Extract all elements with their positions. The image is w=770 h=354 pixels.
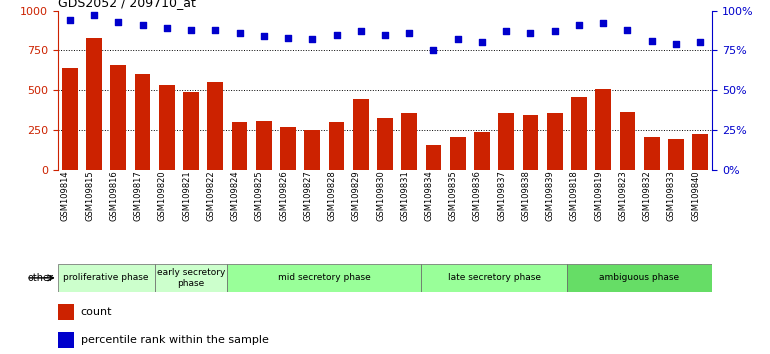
Point: [573, 22, 585, 28]
Bar: [567, 264, 712, 292]
Bar: [353, 99, 369, 170]
Point: [136, 22, 149, 28]
Point: [500, 28, 512, 34]
Point: [64, 17, 76, 23]
Text: GSM109814: GSM109814: [61, 170, 70, 221]
Bar: [426, 145, 441, 170]
Text: GSM109824: GSM109824: [230, 170, 239, 221]
Bar: [58, 332, 74, 348]
Text: GSM109817: GSM109817: [133, 170, 142, 221]
Point: [645, 38, 658, 44]
Text: GSM109833: GSM109833: [667, 170, 676, 221]
Point: [597, 21, 609, 26]
Text: GSM109826: GSM109826: [279, 170, 288, 221]
Bar: [644, 137, 660, 170]
Text: ambiguous phase: ambiguous phase: [600, 273, 680, 282]
Text: GSM109825: GSM109825: [255, 170, 264, 221]
Point: [330, 32, 343, 37]
Point: [161, 25, 173, 31]
Bar: [256, 121, 272, 170]
Bar: [280, 127, 296, 170]
Point: [621, 27, 634, 33]
Point: [476, 40, 488, 45]
Text: GSM109832: GSM109832: [643, 170, 651, 221]
Point: [185, 27, 197, 33]
Bar: [58, 264, 155, 292]
Point: [379, 32, 391, 37]
Bar: [450, 137, 466, 170]
Bar: [329, 122, 344, 170]
Text: GSM109821: GSM109821: [182, 170, 191, 221]
Text: GSM109835: GSM109835: [449, 170, 457, 221]
Point: [548, 28, 561, 34]
Bar: [86, 38, 102, 170]
Bar: [227, 264, 421, 292]
Text: proliferative phase: proliferative phase: [63, 273, 149, 282]
Text: GSM109828: GSM109828: [327, 170, 336, 221]
Point: [233, 30, 246, 36]
Text: GSM109830: GSM109830: [376, 170, 385, 221]
Text: late secretory phase: late secretory phase: [447, 273, 541, 282]
Text: count: count: [81, 307, 112, 317]
Bar: [110, 65, 126, 170]
Bar: [421, 264, 567, 292]
Text: other: other: [28, 273, 54, 283]
Bar: [595, 89, 611, 170]
Point: [670, 41, 682, 47]
Bar: [207, 82, 223, 170]
Text: GSM109836: GSM109836: [473, 170, 482, 221]
Text: GSM109840: GSM109840: [691, 170, 700, 221]
Text: percentile rank within the sample: percentile rank within the sample: [81, 335, 269, 346]
Point: [427, 47, 440, 53]
Point: [524, 30, 537, 36]
Bar: [304, 130, 320, 170]
Bar: [692, 134, 708, 170]
Text: GSM109834: GSM109834: [424, 170, 434, 221]
Bar: [474, 132, 490, 170]
Point: [88, 12, 100, 18]
Point: [282, 35, 294, 41]
Bar: [159, 85, 175, 170]
Bar: [401, 113, 417, 170]
Text: GSM109823: GSM109823: [618, 170, 628, 221]
Point: [258, 33, 270, 39]
Text: GSM109818: GSM109818: [570, 170, 579, 221]
Bar: [377, 118, 393, 170]
Text: GSM109815: GSM109815: [85, 170, 94, 221]
Text: early secretory
phase: early secretory phase: [157, 268, 226, 287]
Text: GSM109838: GSM109838: [521, 170, 531, 221]
Point: [403, 30, 415, 36]
Bar: [58, 304, 74, 320]
Point: [209, 27, 222, 33]
Bar: [135, 74, 150, 170]
Point: [451, 36, 464, 42]
Bar: [571, 97, 587, 170]
Point: [306, 36, 319, 42]
Bar: [155, 264, 227, 292]
Text: GSM109839: GSM109839: [546, 170, 554, 221]
Point: [694, 40, 706, 45]
Bar: [547, 113, 563, 170]
Text: GSM109827: GSM109827: [303, 170, 313, 221]
Bar: [232, 122, 247, 170]
Text: GSM109816: GSM109816: [109, 170, 119, 221]
Text: GSM109837: GSM109837: [497, 170, 506, 221]
Text: GSM109820: GSM109820: [158, 170, 167, 221]
Bar: [62, 68, 78, 170]
Bar: [668, 139, 684, 170]
Text: mid secretory phase: mid secretory phase: [278, 273, 371, 282]
Text: GSM109831: GSM109831: [400, 170, 409, 221]
Text: GSM109819: GSM109819: [594, 170, 603, 221]
Text: GSM109822: GSM109822: [206, 170, 216, 221]
Point: [355, 28, 367, 34]
Bar: [620, 112, 635, 170]
Point: [112, 19, 125, 24]
Bar: [498, 113, 514, 170]
Bar: [523, 115, 538, 170]
Bar: [183, 92, 199, 170]
Text: GSM109829: GSM109829: [352, 170, 361, 221]
Text: GDS2052 / 209710_at: GDS2052 / 209710_at: [58, 0, 196, 10]
